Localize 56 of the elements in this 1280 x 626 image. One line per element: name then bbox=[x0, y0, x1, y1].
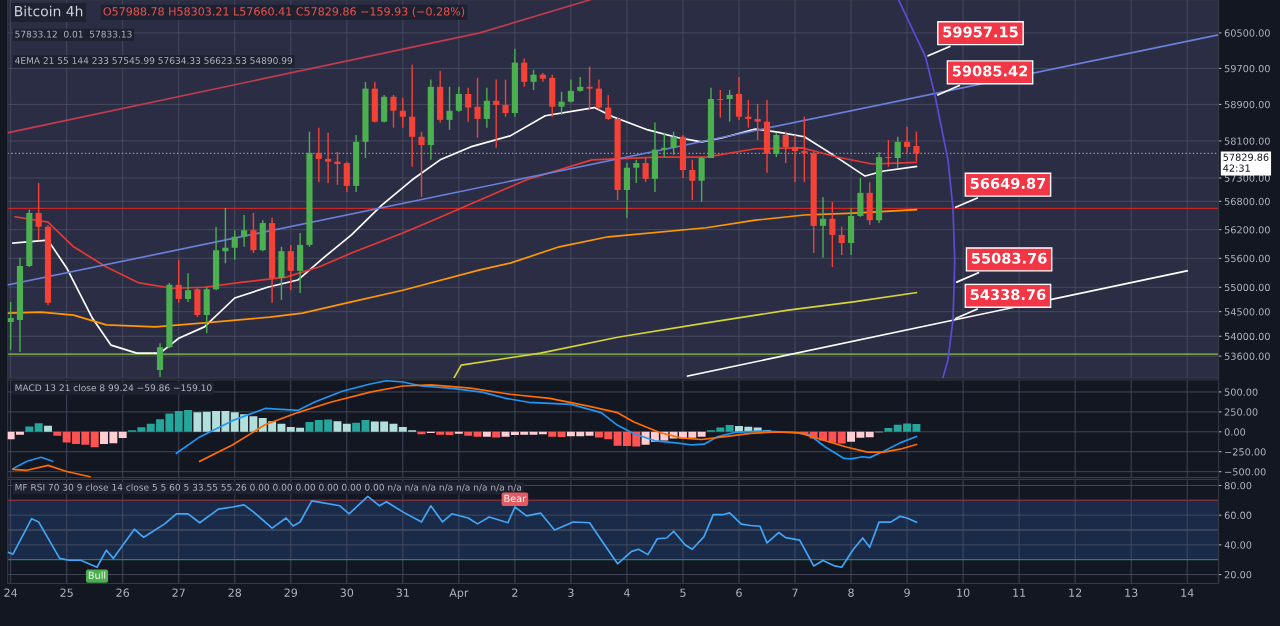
annotation: 57833.12 0.01 57833.13 bbox=[15, 30, 132, 38]
y-tick-label: 250.00 bbox=[1224, 408, 1258, 416]
y-tick-label: −250.00 bbox=[1225, 448, 1266, 456]
annotation: MF RSI 70 30 9 close 14 close 5 5 60 5 33.55 55.26 0.00 0.00 0.00 0.00 0.00 0.00 n/a n/a n/a n/a n/a n/a n/a n/a bbox=[15, 483, 522, 492]
y-tick-label: 53600.00 bbox=[1224, 352, 1270, 360]
y-tick-label: 55000.00 bbox=[1224, 283, 1270, 292]
y-tick-label: 58900.00 bbox=[1224, 100, 1270, 109]
y-tick-label: 60500.00 bbox=[1224, 29, 1270, 37]
annotation: 4EMA 21 55 144 233 57545.99 57634.33 56623.53 54890.99 bbox=[15, 57, 293, 64]
x-tick-label: 26 bbox=[116, 588, 130, 597]
x-tick-label: 2 bbox=[512, 588, 518, 597]
annotation: 55083.76 bbox=[971, 252, 1047, 264]
y-tick-label: 500.00 bbox=[1224, 388, 1258, 396]
x-tick-label: 12 bbox=[1069, 588, 1082, 597]
y-tick-label: 0.00 bbox=[1224, 428, 1246, 436]
x-tick-label: 14 bbox=[1181, 588, 1194, 597]
y-tick-label: 56200.00 bbox=[1224, 226, 1270, 234]
annotation: 59085.42 bbox=[952, 65, 1028, 77]
y-tick-label: 80.00 bbox=[1224, 481, 1252, 490]
x-tick-label: 9 bbox=[904, 588, 910, 597]
x-tick-label: 6 bbox=[736, 588, 742, 597]
annotation: Bull bbox=[88, 571, 106, 579]
x-tick-label: 31 bbox=[396, 588, 409, 597]
x-tick-label: 4 bbox=[623, 588, 630, 597]
y-tick-label: 59700.00 bbox=[1224, 64, 1270, 73]
x-tick-label: 5 bbox=[680, 588, 686, 597]
annotation: O57988.78 H58303.21 L57660.41 C57829.86 −159.93 (−0.28%) bbox=[103, 7, 465, 17]
y-tick-label: 20.00 bbox=[1224, 571, 1252, 579]
y-tick-label: 58100.00 bbox=[1224, 137, 1270, 145]
x-tick-label: 3 bbox=[568, 588, 574, 597]
y-tick-label: 54000.00 bbox=[1224, 332, 1270, 341]
chart-title: Bitcoin 4h bbox=[15, 5, 83, 17]
annotation: 56649.87 bbox=[970, 177, 1046, 189]
annotation: MACD 13 21 close 8 99.24 −59.86 −159.10 bbox=[15, 384, 212, 392]
x-tick-label: 11 bbox=[1013, 588, 1026, 597]
ref-line-label: 57829.86 42:31 bbox=[1223, 153, 1269, 172]
y-tick-label: 55600.00 bbox=[1224, 254, 1270, 263]
x-tick-label: 29 bbox=[284, 588, 298, 597]
annotation: 54338.76 bbox=[970, 289, 1046, 301]
x-tick-label: 28 bbox=[228, 588, 242, 597]
y-tick-label: 60.00 bbox=[1224, 511, 1252, 519]
x-tick-label: 8 bbox=[848, 588, 854, 597]
y-tick-label: 40.00 bbox=[1224, 541, 1252, 549]
x-tick-label: 25 bbox=[60, 588, 73, 597]
x-tick-label: 24 bbox=[4, 588, 18, 597]
annotation: Bear bbox=[504, 494, 527, 503]
x-tick-label: 10 bbox=[957, 588, 970, 597]
y-tick-label: −500.00 bbox=[1225, 468, 1266, 476]
x-tick-label: 30 bbox=[340, 588, 354, 597]
y-tick-label: 56800.00 bbox=[1224, 197, 1270, 206]
x-tick-label: 7 bbox=[792, 588, 798, 597]
x-tick-label: 27 bbox=[172, 588, 185, 597]
y-tick-label: 54500.00 bbox=[1224, 308, 1270, 316]
x-tick-label: Apr bbox=[449, 588, 469, 600]
x-tick-label: 13 bbox=[1125, 588, 1138, 597]
annotation: 59957.15 bbox=[943, 26, 1018, 38]
